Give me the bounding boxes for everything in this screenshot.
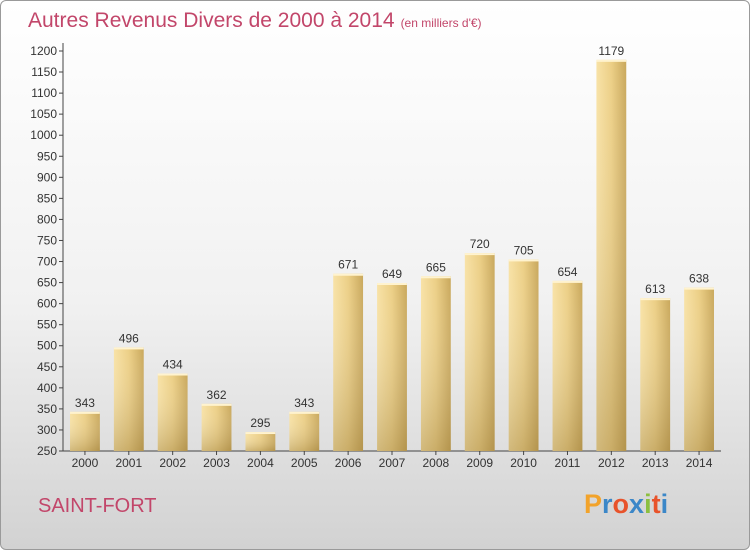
x-tick-label: 2000 [72, 456, 99, 470]
x-tick-label: 2007 [379, 456, 406, 470]
y-tick-label: 500 [37, 339, 57, 353]
y-tick-label: 450 [37, 360, 57, 374]
bar-shade [113, 347, 144, 451]
y-tick-label: 650 [37, 276, 57, 290]
logo-letter: t [651, 489, 661, 519]
bar-shade [684, 287, 714, 451]
bar-highlight [684, 287, 714, 290]
bar-highlight [333, 273, 364, 276]
bar-value-label: 665 [426, 260, 446, 274]
bar-value-label: 649 [382, 267, 402, 281]
commune-name: SAINT-FORT [38, 495, 157, 517]
bar-highlight [201, 403, 232, 406]
bar-shade [201, 403, 232, 451]
bar-value-label: 343 [294, 396, 314, 410]
bar-value-label: 496 [119, 331, 139, 345]
bar-value-label: 705 [514, 243, 534, 257]
y-tick-label: 950 [37, 149, 57, 163]
bar-value-label: 1179 [598, 44, 624, 58]
y-tick-label: 1150 [31, 65, 57, 79]
bar-value-label: 654 [557, 265, 577, 279]
bar-shade [596, 59, 627, 452]
chart-unit: (en milliers d'€) [400, 16, 482, 30]
bar-value-label: 295 [250, 416, 270, 430]
bar-highlight [420, 276, 451, 279]
bar-value-label: 613 [645, 282, 665, 296]
bar-highlight [552, 280, 583, 283]
x-tick-label: 2002 [159, 456, 186, 470]
proxiti-logo: Proxiti [584, 489, 668, 520]
chart-title-text: Autres Revenus Divers de 2000 à 2014 [28, 9, 395, 32]
bar-shade [552, 280, 583, 451]
bar-shade [289, 411, 320, 451]
bar-highlight [289, 411, 320, 414]
chart-title: Autres Revenus Divers de 2000 à 2014 (en … [28, 9, 482, 33]
bar-shade [70, 411, 100, 451]
bar-highlight [464, 253, 495, 256]
bar-highlight [640, 298, 671, 301]
x-tick-label: 2013 [642, 456, 669, 470]
bar-value-label: 638 [689, 272, 709, 286]
bar-value-label: 434 [163, 358, 183, 372]
x-tick-label: 2010 [510, 456, 537, 470]
logo-letter: x [629, 489, 645, 519]
y-tick-label: 300 [37, 423, 57, 437]
bar-highlight [70, 411, 100, 414]
bar-highlight [377, 283, 407, 285]
x-tick-label: 2008 [423, 456, 450, 470]
bar-highlight [508, 259, 539, 262]
y-tick-label: 250 [37, 444, 57, 458]
y-tick-label: 600 [37, 297, 57, 311]
x-tick-label: 2012 [598, 456, 625, 470]
x-tick-label: 2003 [203, 456, 230, 470]
bar-value-label: 362 [207, 388, 227, 402]
bar-highlight [157, 373, 188, 376]
x-tick-label: 2014 [686, 456, 713, 470]
bar-highlight [596, 59, 627, 62]
y-tick-label: 1050 [30, 107, 57, 121]
x-tick-label: 2011 [555, 456, 581, 470]
logo-letter: i [644, 489, 652, 519]
bar-value-label: 671 [338, 258, 358, 272]
y-tick-label: 1200 [30, 44, 57, 58]
logo-letter: o [612, 489, 630, 519]
y-tick-label: 1100 [31, 86, 57, 100]
chart-bars: 343 496 434 362 295 343 671 649 665 720 705 654 1179… [70, 44, 714, 452]
y-tick-label: 400 [37, 381, 57, 395]
logo-letter: r [602, 489, 613, 519]
y-tick-label: 1000 [30, 128, 57, 142]
y-tick-label: 800 [37, 212, 57, 226]
y-tick-label: 350 [37, 402, 57, 416]
bar-shade [640, 298, 671, 451]
bar-shade [508, 259, 539, 451]
x-tick-label: 2006 [335, 456, 362, 470]
bar-highlight [245, 432, 276, 435]
bar-highlight [113, 347, 144, 350]
x-tick-label: 2004 [247, 456, 274, 470]
x-tick-label: 2009 [466, 456, 493, 470]
bar-shade [333, 273, 364, 451]
bar-value-label: 343 [75, 396, 95, 410]
logo-letter: i [660, 489, 669, 519]
bar-shade [464, 253, 495, 451]
x-tick-label: 2005 [291, 456, 318, 470]
bar-shade [377, 283, 407, 451]
y-tick-label: 750 [37, 233, 57, 247]
bar-shade [245, 432, 276, 451]
bar-shade [157, 373, 188, 451]
y-tick-label: 850 [37, 191, 57, 205]
y-tick-label: 550 [37, 318, 57, 332]
bar-value-label: 720 [470, 237, 490, 251]
logo-letter: P [584, 489, 603, 519]
y-tick-label: 900 [37, 170, 57, 184]
x-tick-label: 2001 [115, 456, 142, 470]
y-tick-label: 700 [37, 255, 57, 269]
bar-shade [420, 276, 451, 451]
